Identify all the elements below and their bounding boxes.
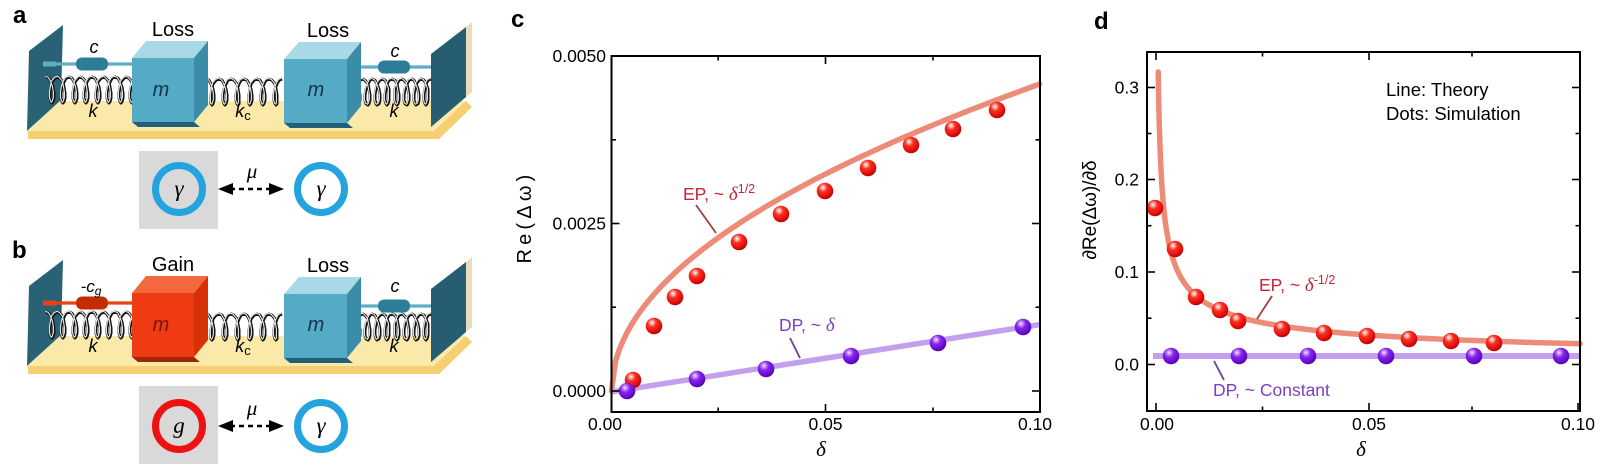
svg-text:Line: Theory: Line: Theory — [1386, 79, 1489, 100]
svg-text:m: m — [308, 79, 325, 101]
svg-text:δ: δ — [816, 437, 827, 461]
svg-text:EP, ~ δ1/2: EP, ~ δ1/2 — [683, 182, 755, 205]
svg-text:m: m — [153, 314, 170, 336]
svg-text:0.10: 0.10 — [1561, 414, 1595, 434]
svg-text:0.0: 0.0 — [1115, 355, 1140, 375]
svg-text:c: c — [391, 41, 400, 61]
svg-text:0.0050: 0.0050 — [552, 46, 606, 66]
svg-text:0.1: 0.1 — [1115, 262, 1139, 282]
svg-text:c: c — [511, 6, 524, 33]
svg-text:0.0000: 0.0000 — [552, 381, 606, 401]
svg-text:c: c — [90, 37, 99, 57]
svg-text:m: m — [153, 79, 170, 101]
svg-text:k: k — [390, 101, 400, 121]
svg-text:0.05: 0.05 — [808, 414, 842, 434]
svg-text:δ: δ — [1356, 437, 1367, 461]
svg-text:Gain: Gain — [152, 254, 194, 276]
svg-text:k: k — [89, 101, 99, 121]
svg-text:k: k — [89, 336, 99, 356]
svg-text:DP, ~ δ: DP, ~ δ — [779, 315, 836, 336]
svg-text:Loss: Loss — [152, 19, 194, 41]
svg-text:0.05: 0.05 — [1352, 414, 1386, 434]
svg-text:0.10: 0.10 — [1018, 414, 1052, 434]
svg-text:Loss: Loss — [307, 255, 349, 277]
svg-text:γ: γ — [174, 176, 184, 201]
svg-text:0.00: 0.00 — [1140, 414, 1174, 434]
svg-text:b: b — [12, 237, 27, 264]
svg-text:c: c — [391, 276, 400, 296]
svg-text:a: a — [13, 2, 27, 29]
svg-text:Dots: Simulation: Dots: Simulation — [1386, 103, 1521, 124]
svg-text:γ: γ — [316, 176, 326, 201]
svg-text:0.2: 0.2 — [1115, 170, 1139, 190]
svg-text:Loss: Loss — [307, 20, 349, 42]
svg-text:d: d — [1094, 8, 1109, 35]
svg-text:Re(Δω): Re(Δω) — [514, 170, 536, 263]
svg-text:0.00: 0.00 — [588, 414, 622, 434]
svg-text:k: k — [390, 336, 400, 356]
svg-text:∂Re(Δω)/∂δ: ∂Re(Δω)/∂δ — [1080, 160, 1101, 259]
svg-text:0.3: 0.3 — [1115, 78, 1139, 98]
svg-text:g: g — [173, 413, 185, 438]
svg-text:DP, ~ Constant: DP, ~ Constant — [1213, 380, 1330, 400]
svg-text:m: m — [308, 314, 325, 336]
svg-text:γ: γ — [316, 413, 326, 438]
svg-text:μ: μ — [246, 396, 258, 420]
svg-text:μ: μ — [246, 159, 258, 183]
svg-text:0.0025: 0.0025 — [552, 214, 606, 234]
